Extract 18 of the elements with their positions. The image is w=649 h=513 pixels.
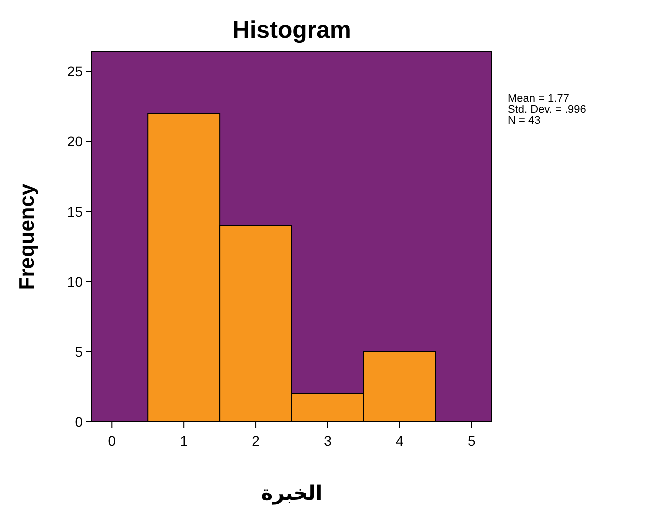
x-tick-label: 1: [180, 433, 188, 449]
x-tick-label: 3: [324, 433, 332, 449]
y-tick-label: 0: [75, 414, 84, 430]
y-tick-label: 20: [67, 134, 84, 150]
x-tick-label: 4: [396, 433, 404, 449]
x-axis-title: الخبرة: [261, 481, 323, 505]
x-tick-label: 5: [468, 433, 476, 449]
chart-title: Histogram: [232, 17, 352, 44]
x-tick-label: 2: [252, 433, 260, 449]
text: N = 43: [508, 115, 541, 127]
y-axis-title: Frequency: [16, 184, 39, 290]
x-tick-label: 0: [108, 433, 116, 449]
y-tick-label: 10: [67, 274, 84, 290]
text: Std. Dev. = .996: [508, 104, 586, 116]
y-tick-label: 5: [75, 344, 84, 360]
y-tick-label: 25: [67, 64, 84, 80]
text: Mean = 1.77: [508, 93, 570, 105]
y-tick-label: 15: [67, 204, 84, 220]
